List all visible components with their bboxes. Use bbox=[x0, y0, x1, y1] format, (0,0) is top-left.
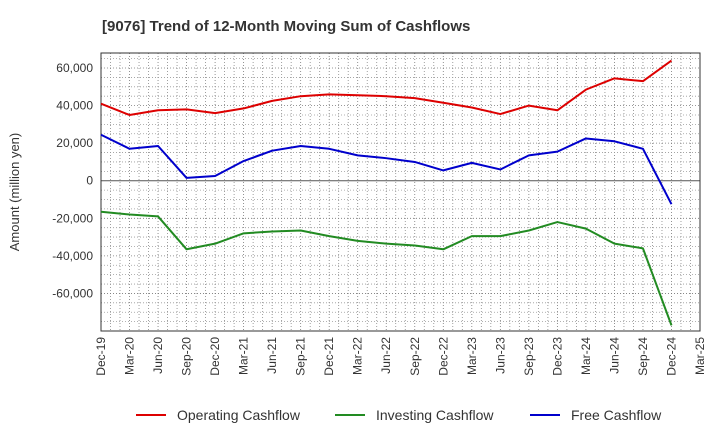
y-tick-label: -40,000 bbox=[52, 249, 93, 263]
x-tick-label: Mar-20 bbox=[123, 337, 137, 375]
x-tick-label: Jun-24 bbox=[607, 337, 621, 374]
x-tick-label: Mar-24 bbox=[579, 337, 593, 375]
free-cashflow-line bbox=[100, 133, 673, 205]
y-tick-label: -60,000 bbox=[52, 286, 93, 300]
x-tick-label: Dec-23 bbox=[550, 337, 564, 376]
y-axis-label: Amount (million yen) bbox=[7, 133, 22, 252]
operating-cashflow-line bbox=[100, 59, 673, 116]
legend: Operating Cashflow Investing Cashflow Free… bbox=[136, 407, 662, 423]
x-tick-label: Mar-21 bbox=[237, 337, 251, 375]
chart-title: [9076] Trend of 12-Month Moving Sum of C… bbox=[102, 18, 470, 35]
x-tick-label: Dec-24 bbox=[664, 337, 678, 376]
x-tick-label: Jun-21 bbox=[265, 337, 279, 374]
x-tick-label: Sep-22 bbox=[408, 337, 422, 376]
x-tick-label: Dec-20 bbox=[208, 337, 222, 376]
x-tick-label: Sep-23 bbox=[522, 337, 536, 376]
x-tick-label: Sep-24 bbox=[636, 337, 650, 376]
y-tick-label: -20,000 bbox=[52, 211, 93, 225]
y-tick-label: 0 bbox=[86, 174, 93, 188]
plot-frame bbox=[100, 52, 701, 332]
legend-label-free-cashflow: Free Cashflow bbox=[571, 407, 662, 423]
y-tick-label: 40,000 bbox=[56, 99, 93, 113]
x-tick-label: Sep-20 bbox=[180, 337, 194, 376]
legend-label-operating-cashflow: Operating Cashflow bbox=[177, 407, 301, 423]
x-tick-label: Jun-23 bbox=[493, 337, 507, 374]
x-tick-label: Sep-21 bbox=[294, 337, 308, 376]
series-lines bbox=[100, 59, 673, 326]
plot-area bbox=[101, 53, 700, 331]
investing-cashflow-line bbox=[100, 210, 673, 326]
y-tick-label: 60,000 bbox=[56, 61, 93, 75]
x-tick-label: Jun-22 bbox=[379, 337, 393, 374]
x-tick-label: Dec-22 bbox=[436, 337, 450, 376]
x-tick-label: Mar-25 bbox=[693, 337, 707, 375]
x-tick-label: Mar-22 bbox=[351, 337, 365, 375]
x-tick-label: Jun-20 bbox=[151, 337, 165, 374]
y-tick-label: 20,000 bbox=[56, 136, 93, 150]
legend-label-investing-cashflow: Investing Cashflow bbox=[376, 407, 494, 423]
axes: 60,000 40,000 20,000 0 -20,000 -40,000 -60,000… bbox=[52, 52, 707, 376]
x-tick-label: Dec-19 bbox=[94, 337, 108, 376]
x-tick-label: Dec-21 bbox=[322, 337, 336, 376]
x-tick-label: Mar-23 bbox=[465, 337, 479, 375]
